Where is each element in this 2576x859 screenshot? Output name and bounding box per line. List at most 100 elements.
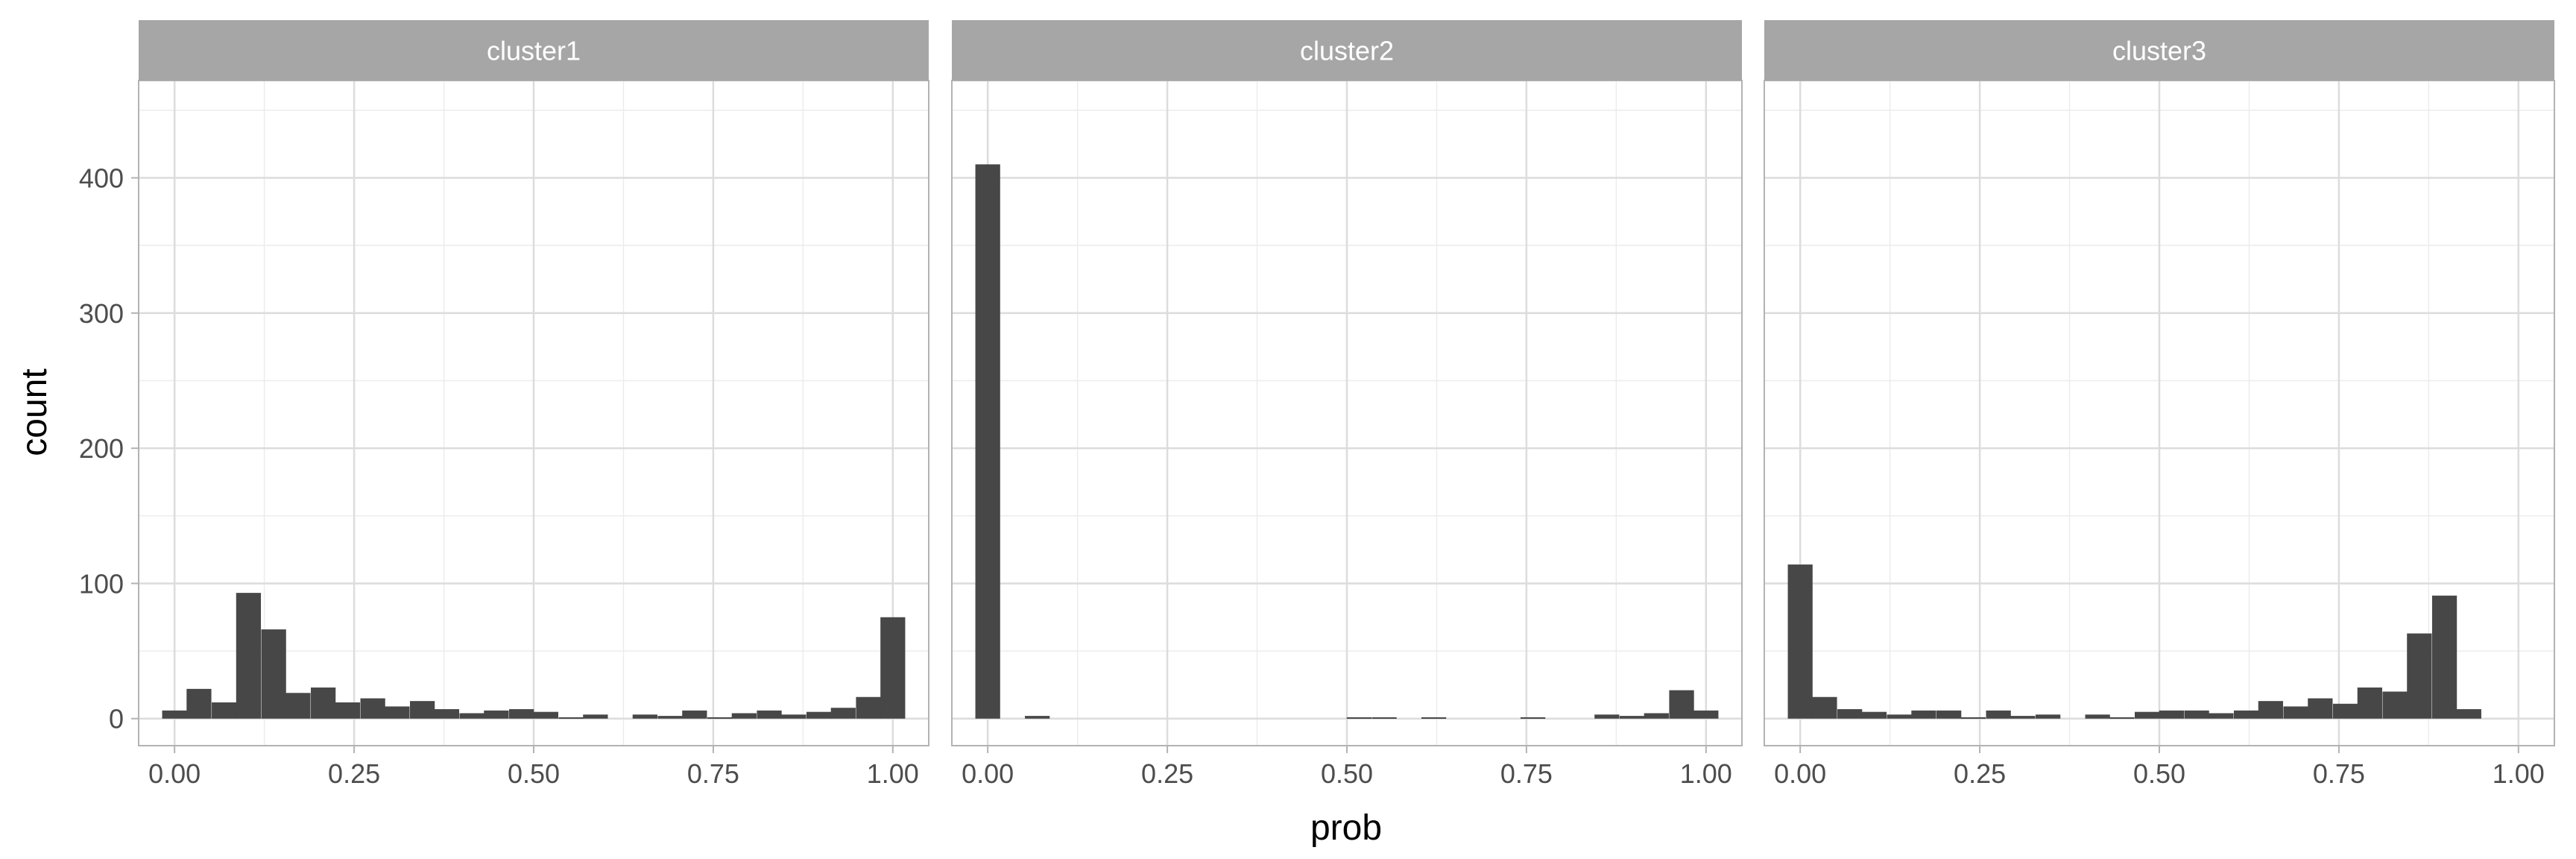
histogram-bar (781, 714, 806, 719)
histogram-bar (2184, 710, 2209, 719)
histogram-bar (360, 698, 385, 719)
histogram-bar (508, 709, 534, 719)
histogram-bar (1812, 696, 1837, 719)
x-tick-label: 0.25 (1141, 758, 1193, 789)
y-tick-label: 400 (79, 163, 124, 194)
y-tick-label: 100 (79, 568, 124, 599)
facet-strip-label: cluster2 (1300, 36, 1394, 66)
histogram-bar (1787, 564, 1813, 719)
y-tick-label: 200 (79, 433, 124, 464)
facet-strip (952, 20, 1742, 81)
facet-strip (139, 20, 929, 81)
histogram-bar (880, 617, 906, 719)
histogram-bar (484, 710, 509, 719)
histogram-bar (975, 164, 1000, 719)
histogram-bar (1421, 717, 1447, 719)
facet-strip-label: cluster1 (487, 36, 581, 66)
histogram-bar (2332, 703, 2358, 719)
histogram-bar (1025, 716, 1050, 719)
x-tick-label: 0.75 (1500, 758, 1553, 789)
histogram-bar (311, 687, 336, 719)
x-tick-label: 1.00 (2493, 758, 2545, 789)
histogram-bar (2109, 717, 2135, 719)
x-tick-label: 0.50 (1321, 758, 1373, 789)
histogram-bar (731, 713, 757, 719)
histogram-bar (583, 714, 608, 719)
histogram-bar (2308, 698, 2333, 719)
x-tick-label: 0.75 (687, 758, 739, 789)
histogram-bar (1960, 717, 1986, 719)
histogram-bar (682, 710, 707, 719)
histogram-bar (434, 709, 460, 719)
histogram-bar (459, 713, 484, 719)
histogram-bar (2258, 701, 2283, 719)
histogram-bar (856, 696, 881, 719)
histogram-bar (410, 701, 435, 719)
histogram-bar (2010, 716, 2036, 719)
x-tick-label: 0.50 (2133, 758, 2185, 789)
histogram-bar (1986, 710, 2011, 719)
histogram-bar (1669, 690, 1694, 719)
x-tick-label: 0.00 (1774, 758, 1826, 789)
y-axis-title: count (15, 368, 54, 456)
histogram-bar (1371, 717, 1397, 719)
histogram-bar (2085, 714, 2110, 719)
x-axis-title: prob (1310, 808, 1382, 848)
histogram-bar (162, 710, 187, 719)
y-tick-label: 0 (109, 704, 124, 734)
histogram-bar (1693, 710, 1719, 719)
histogram-bar (186, 688, 212, 719)
histogram-bar (261, 629, 286, 719)
histogram-bar (1861, 711, 1887, 719)
histogram-bar (2456, 709, 2481, 719)
histogram-bar (757, 710, 782, 719)
histogram-bar (1594, 714, 1620, 719)
histogram-bar (2357, 687, 2382, 719)
facet-panel-cluster3: cluster3 0.00 0.25 0.50 0.75 1.00 (1764, 20, 2555, 789)
x-tick-label: 0.75 (2313, 758, 2365, 789)
histogram-bar (2382, 691, 2408, 719)
facet-panel-cluster1: cluster1 0.00 0.25 0.50 0.75 1.00 (138, 20, 929, 789)
histogram-bar (212, 702, 237, 719)
x-tick-label: 0.25 (328, 758, 380, 789)
y-axis: 0 100 200 300 400 (79, 163, 139, 734)
histogram-bar (533, 711, 559, 719)
histogram-bar (285, 693, 311, 719)
histogram-bar (335, 702, 361, 719)
histogram-bar (806, 711, 832, 719)
y-tick-label: 300 (79, 298, 124, 329)
x-tick-label: 0.00 (148, 758, 201, 789)
histogram-bar (2134, 711, 2160, 719)
histogram-bar (1936, 710, 1962, 719)
x-tick-label: 0.00 (962, 758, 1014, 789)
facet-panels: cluster1 0.00 0.25 0.50 0.75 1.00 cluster2 0.00… (138, 20, 2555, 789)
x-tick-label: 1.00 (1680, 758, 1732, 789)
x-tick-label: 1.00 (867, 758, 919, 789)
histogram-bar (2283, 706, 2308, 719)
histogram-bar (1644, 713, 1669, 719)
histogram-bar (2036, 714, 2061, 719)
histogram-bar (2159, 710, 2185, 719)
facet-strip-label: cluster3 (2112, 36, 2206, 66)
histogram-bar (2233, 710, 2259, 719)
facet-panel-cluster2: cluster2 0.00 0.25 0.50 0.75 1.00 (951, 20, 1743, 789)
histogram-bar (2209, 713, 2234, 719)
histogram-bar (1887, 714, 1912, 719)
histogram-bar (2407, 633, 2432, 719)
histogram-bar (830, 708, 856, 719)
histogram-bar (2431, 595, 2457, 719)
histogram-bar (385, 706, 410, 719)
x-tick-label: 0.50 (508, 758, 560, 789)
histogram-bar (1346, 717, 1372, 719)
histogram-bar (707, 717, 733, 719)
x-tick-label: 0.25 (1954, 758, 2006, 789)
histogram-bar (1911, 710, 1936, 719)
histogram-bar (236, 593, 262, 719)
histogram-bar (1619, 716, 1645, 719)
histogram-bar (657, 716, 683, 719)
histogram-bar (1837, 709, 1863, 719)
facet-strip (1764, 20, 2554, 81)
histogram-bar (632, 714, 657, 719)
histogram-bar (558, 717, 584, 719)
